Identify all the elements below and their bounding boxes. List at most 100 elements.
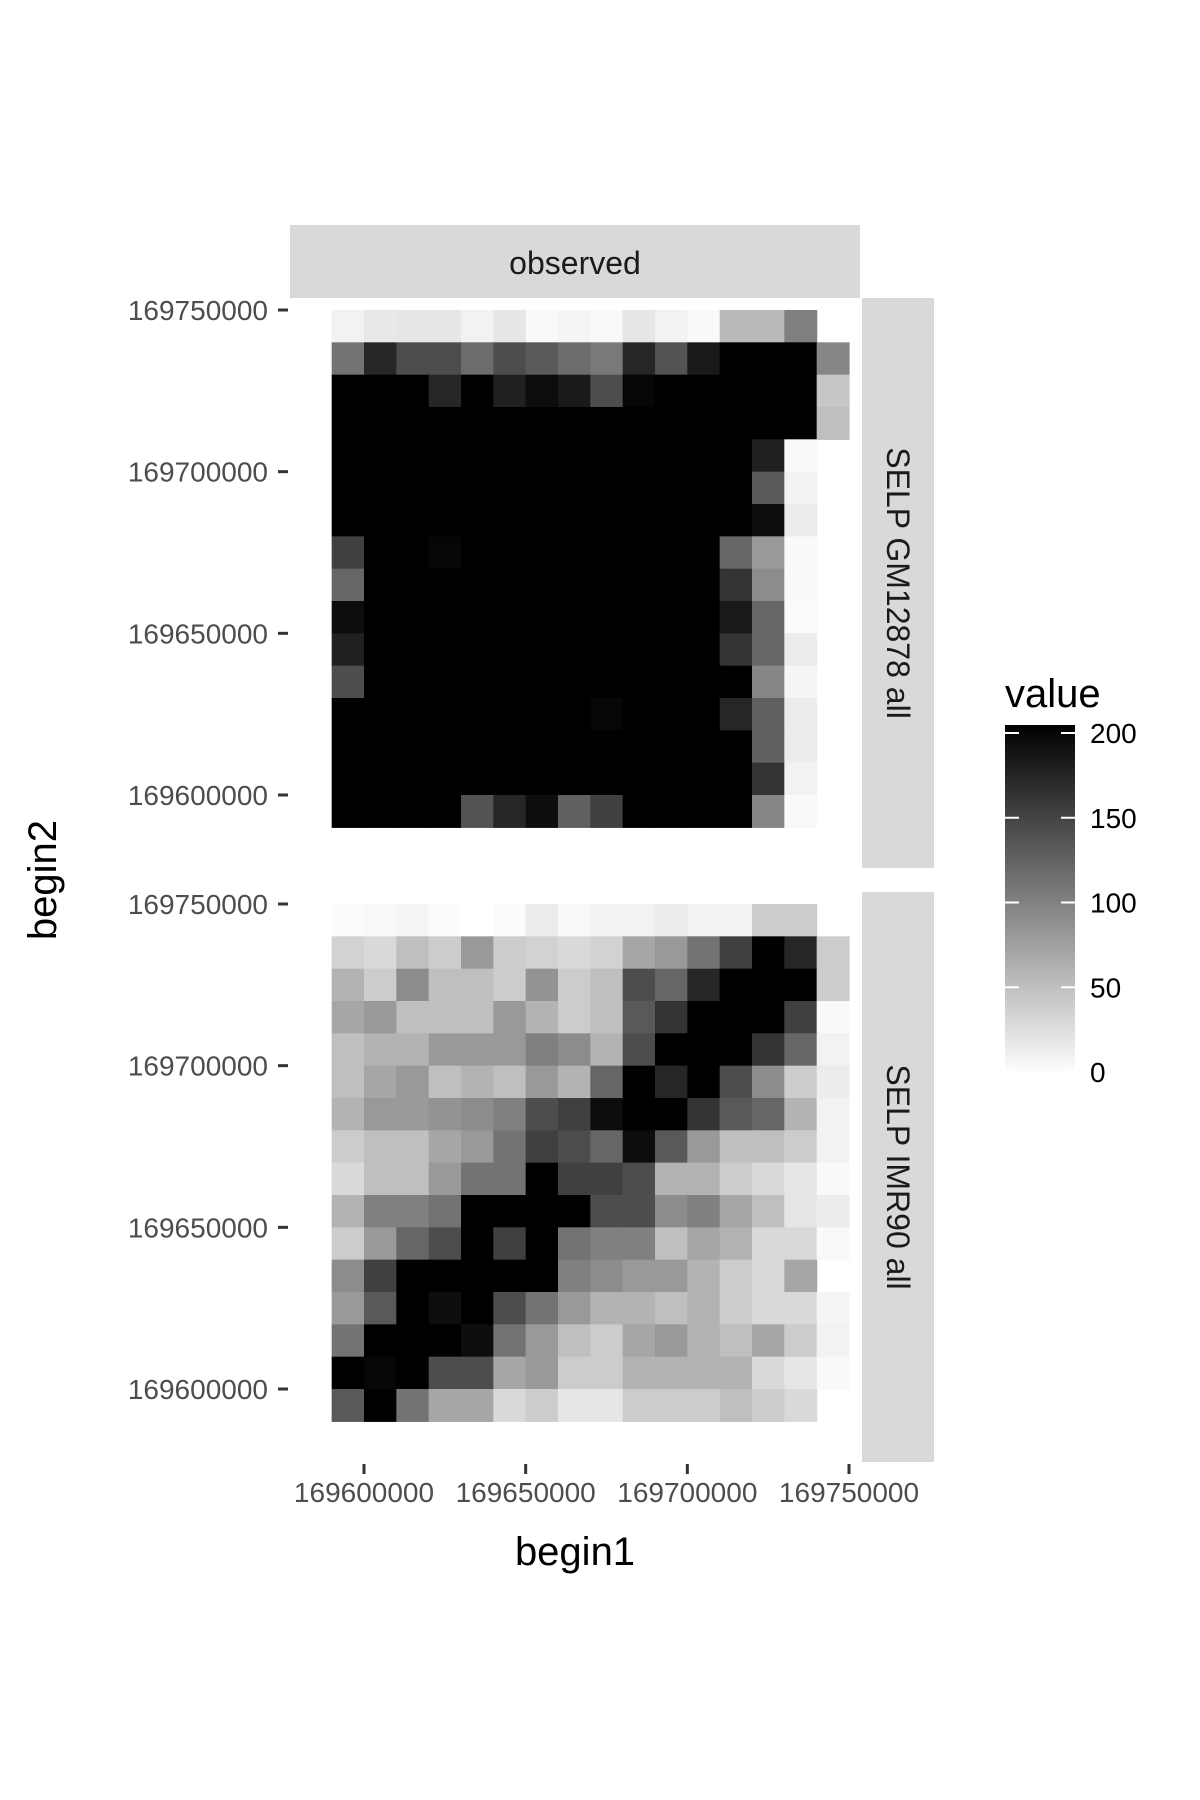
- heatmap-tile: [687, 471, 721, 505]
- heatmap-tile: [752, 374, 785, 408]
- heatmap-tile: [622, 536, 656, 570]
- heatmap-tile: [331, 1389, 365, 1422]
- heatmap-tile: [719, 601, 753, 634]
- heatmap-tile: [622, 665, 656, 699]
- row-facet-strip-top: SELP GM12878 all: [862, 298, 934, 868]
- heatmap-tile: [331, 698, 365, 731]
- heatmap-tile: [525, 698, 559, 731]
- row-strip-label-top: SELP GM12878 all: [880, 447, 916, 719]
- heatmap-tile: [493, 1356, 527, 1390]
- heatmap-tile: [525, 730, 559, 764]
- heatmap-tile: [493, 1292, 527, 1325]
- heatmap-tile: [525, 936, 559, 970]
- heatmap-tile: [590, 633, 624, 667]
- heatmap-tile: [590, 1356, 624, 1390]
- heatmap-tile: [590, 536, 624, 570]
- heatmap-tile: [461, 1098, 494, 1131]
- heatmap-tile: [461, 698, 494, 731]
- heatmap-tile: [719, 795, 753, 828]
- heatmap-tile: [784, 1162, 818, 1196]
- heatmap-tile: [461, 1065, 494, 1099]
- heatmap-tile: [428, 536, 462, 570]
- x-tick-label: 169750000: [779, 1477, 919, 1508]
- heatmap-tile: [590, 374, 624, 408]
- heatmap-tile: [558, 1195, 591, 1228]
- heatmap-tile: [428, 1324, 462, 1358]
- heatmap-tile: [590, 1162, 624, 1196]
- heatmap-tile: [590, 1098, 624, 1131]
- heatmap-tile: [784, 665, 818, 699]
- heatmap-tile: [719, 665, 753, 699]
- heatmap-tile: [493, 1389, 527, 1422]
- heatmap-tile: [622, 1195, 656, 1228]
- heatmap-tile: [590, 698, 624, 731]
- heatmap-tile: [687, 342, 721, 376]
- heatmap-tile: [784, 1033, 818, 1067]
- heatmap-tile: [493, 730, 527, 764]
- heatmap-tile: [752, 568, 785, 602]
- heatmap-tile: [719, 1130, 753, 1164]
- y-axis-title: begin2: [21, 820, 65, 940]
- heatmap-tile: [622, 342, 656, 376]
- heatmap-tile: [719, 1389, 753, 1422]
- heatmap-tile: [428, 1259, 462, 1293]
- heatmap-tile: [558, 536, 591, 570]
- heatmap-tile: [331, 1098, 365, 1131]
- heatmap-tile: [719, 633, 753, 667]
- heatmap-tile: [493, 568, 527, 602]
- heatmap-tile: [461, 1389, 494, 1422]
- heatmap-tile: [331, 795, 365, 828]
- heatmap-tile: [461, 730, 494, 764]
- heatmap-tile: [816, 342, 850, 376]
- heatmap-tile: [461, 374, 494, 408]
- heatmap-tile: [364, 968, 397, 1002]
- heatmap-tile: [752, 1292, 785, 1325]
- heatmap-tile: [428, 698, 462, 731]
- heatmap-tile: [784, 795, 818, 828]
- heatmap-tile: [364, 1389, 397, 1422]
- heatmap-tile: [816, 1324, 850, 1358]
- heatmap-tile: [396, 407, 430, 440]
- heatmap-tile: [784, 730, 818, 764]
- heatmap-tile: [364, 471, 397, 505]
- heatmap-tile: [428, 1227, 462, 1261]
- heatmap-tile: [655, 730, 688, 764]
- heatmap-tile: [719, 968, 753, 1002]
- heatmap-tile: [396, 1227, 430, 1261]
- heatmap-tile: [752, 1227, 785, 1261]
- heatmap-tile: [558, 1065, 591, 1099]
- heatmap-tile: [687, 904, 721, 937]
- x-tick-label: 169700000: [617, 1477, 757, 1508]
- heatmap-tile: [331, 968, 365, 1002]
- heatmap-tile: [364, 1065, 397, 1099]
- heatmap-tile: [525, 471, 559, 505]
- heatmap-tile: [428, 374, 462, 408]
- heatmap-tile: [784, 536, 818, 570]
- heatmap-tile: [558, 904, 591, 937]
- heatmap-tile: [816, 374, 850, 408]
- heatmap-tile: [558, 342, 591, 376]
- heatmap-tile: [558, 730, 591, 764]
- heatmap-tile: [687, 1065, 721, 1099]
- heatmap-tile: [816, 1227, 850, 1261]
- heatmap-tile: [396, 471, 430, 505]
- heatmap-tile: [493, 698, 527, 731]
- heatmap-tile: [752, 1065, 785, 1099]
- heatmap-tile: [719, 439, 753, 473]
- heatmap-tile: [331, 310, 365, 343]
- heatmap-tile: [784, 1292, 818, 1325]
- y-tick-label: 169650000: [128, 618, 268, 649]
- heatmap-tile: [590, 601, 624, 634]
- heatmap-tile: [655, 633, 688, 667]
- heatmap-tile: [396, 1389, 430, 1422]
- heatmap-tile: [590, 665, 624, 699]
- heatmap-tile: [558, 1227, 591, 1261]
- heatmap-tile: [558, 1356, 591, 1390]
- heatmap-tile: [396, 698, 430, 731]
- heatmap-tile: [396, 665, 430, 699]
- heatmap-tile: [784, 1356, 818, 1390]
- heatmap-tile: [558, 601, 591, 634]
- heatmap-tile: [525, 1292, 559, 1325]
- heatmap-tile: [558, 568, 591, 602]
- heatmap-tile: [428, 1389, 462, 1422]
